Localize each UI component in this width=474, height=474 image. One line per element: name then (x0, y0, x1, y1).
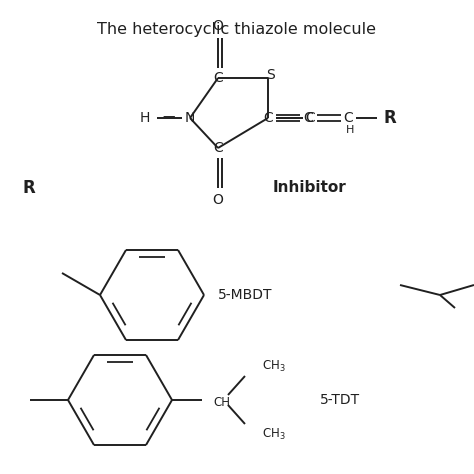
Text: S: S (266, 68, 275, 82)
Text: 5-MBDT: 5-MBDT (218, 288, 272, 302)
Text: H: H (346, 125, 354, 135)
Text: N: N (185, 111, 195, 125)
Text: C: C (343, 111, 353, 125)
Text: CH$_3$: CH$_3$ (262, 427, 286, 442)
Text: O: O (212, 193, 223, 207)
Text: R: R (22, 179, 35, 197)
Text: C: C (213, 141, 223, 155)
Text: C: C (303, 111, 313, 125)
Text: H: H (140, 111, 150, 125)
Text: CH: CH (213, 395, 230, 409)
Text: C: C (305, 111, 315, 125)
Text: R: R (383, 109, 396, 127)
Text: C: C (263, 111, 273, 125)
Text: 5-TDT: 5-TDT (320, 393, 360, 407)
Text: The heterocyclic thiazole molecule: The heterocyclic thiazole molecule (98, 22, 376, 37)
Text: CH$_3$: CH$_3$ (262, 358, 286, 374)
Text: C: C (213, 71, 223, 85)
Text: —: — (163, 110, 175, 124)
Text: O: O (212, 19, 223, 33)
Text: Inhibitor: Inhibitor (273, 181, 347, 195)
